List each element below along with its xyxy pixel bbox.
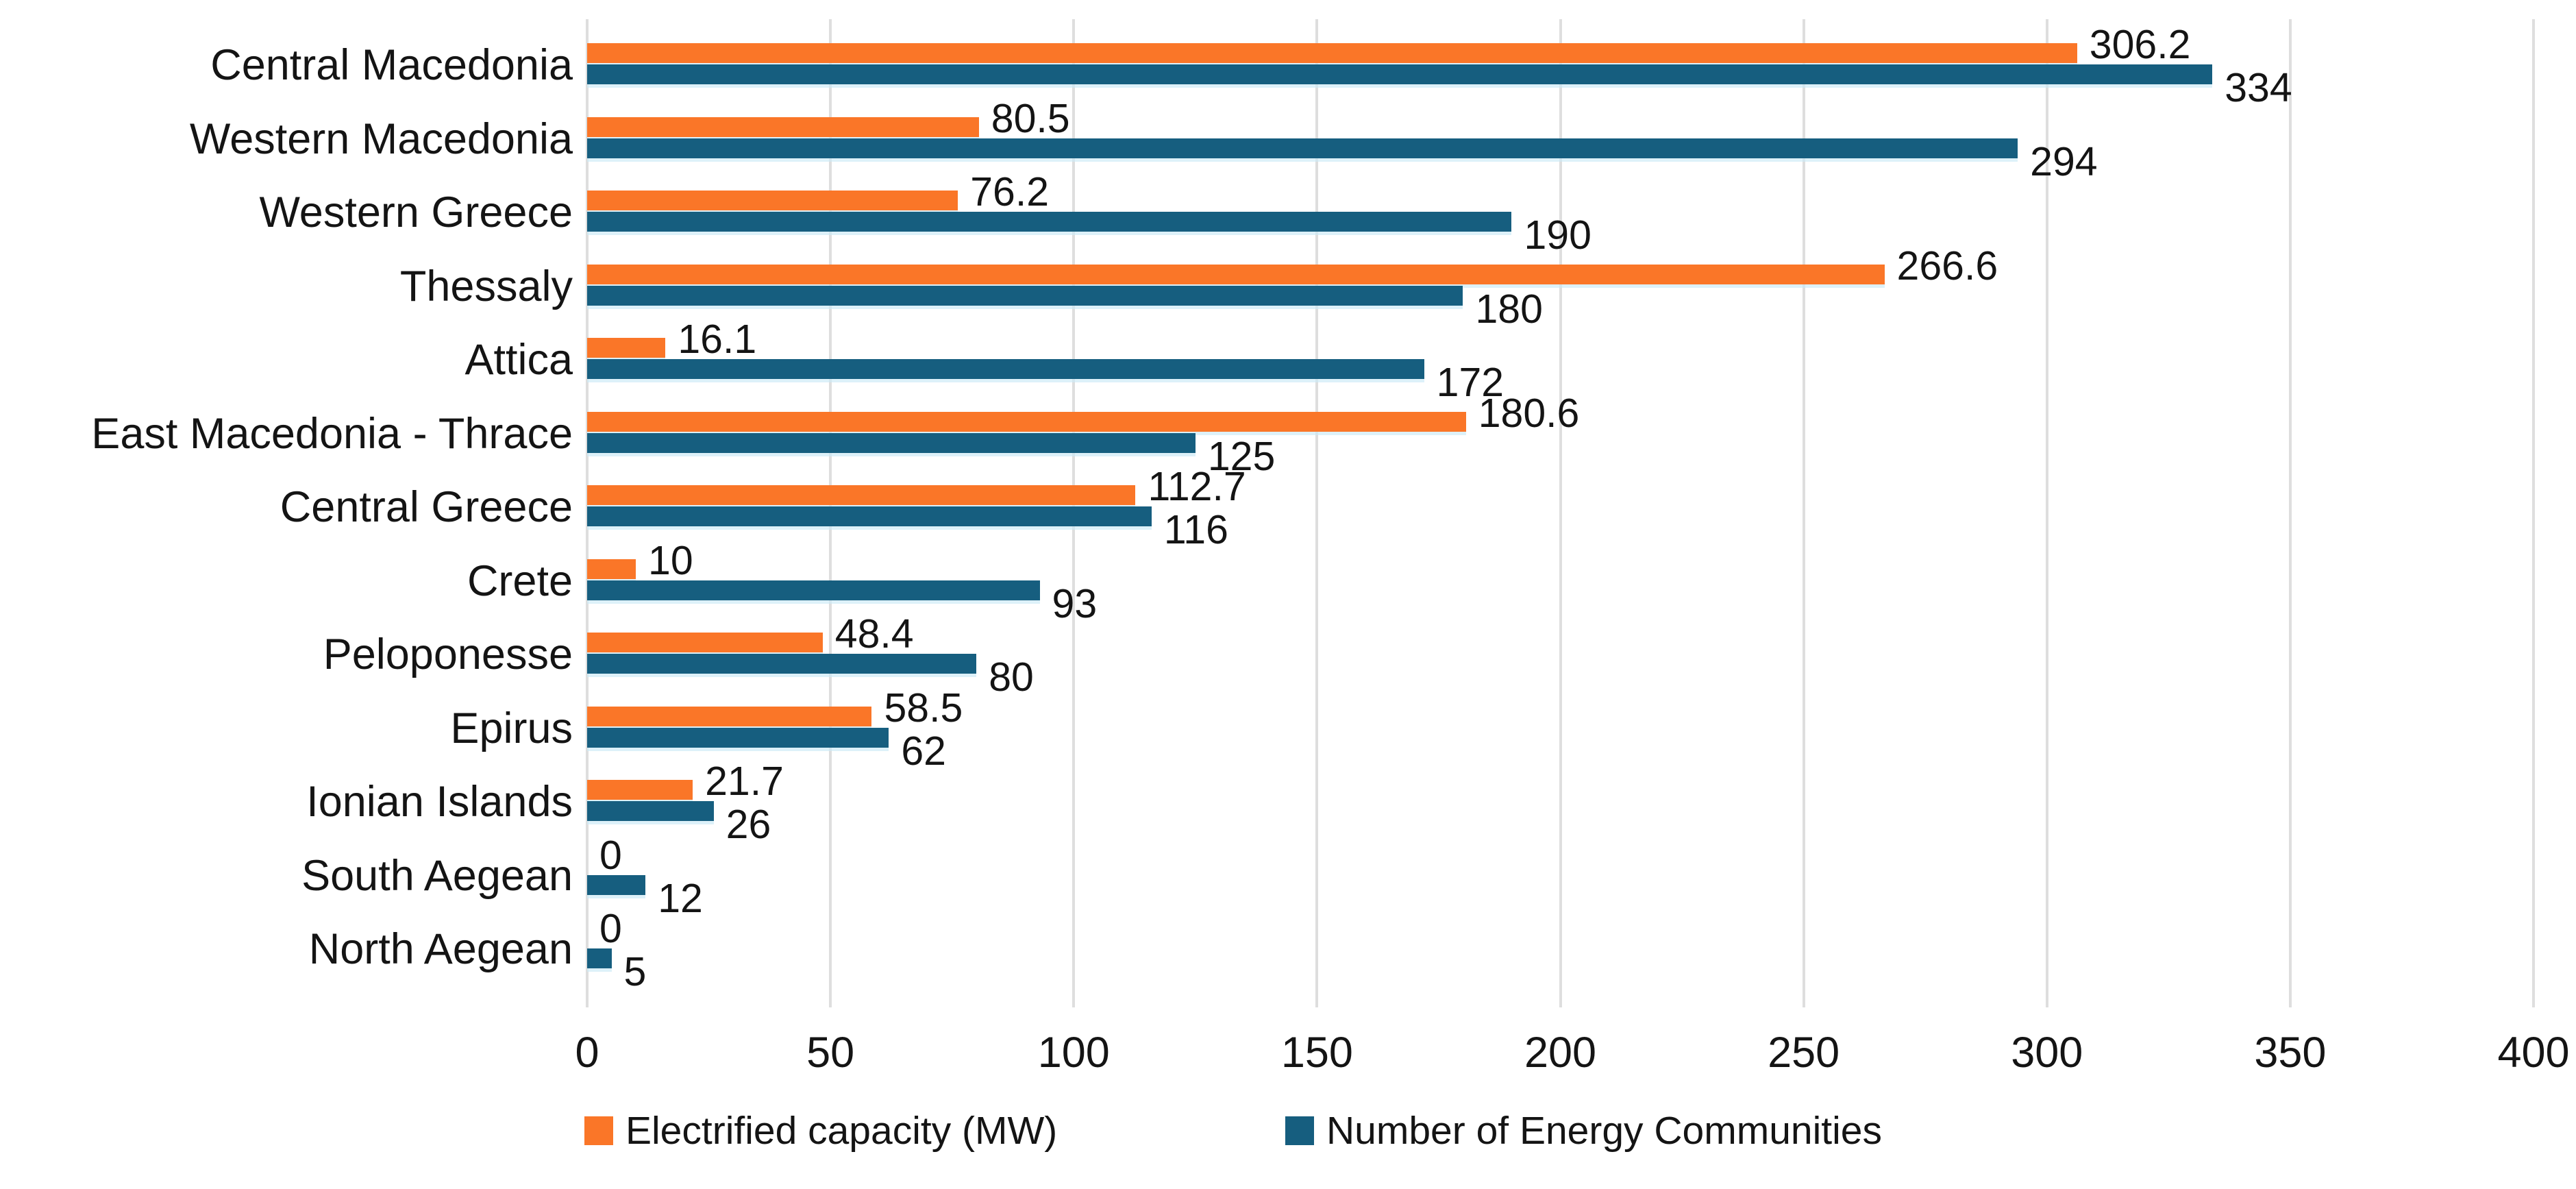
- bar-electrified-capacity: [587, 485, 1136, 505]
- gridline: [2045, 19, 2048, 1007]
- gridline: [2532, 19, 2535, 1007]
- bar-electrified-capacity: [587, 559, 636, 579]
- bar-energy-communities: [587, 874, 646, 895]
- value-label-electrified-capacity: 80.5: [991, 95, 1070, 141]
- bar-electrified-capacity: [587, 117, 979, 137]
- bar-electrified-capacity: [587, 264, 1885, 284]
- legend-swatch-energy-communities: [1285, 1116, 1314, 1145]
- legend-label-energy-communities: Number of Energy Communities: [1326, 1109, 1882, 1153]
- gridline: [2288, 19, 2292, 1007]
- x-axis-tick-label: 100: [1037, 1029, 1110, 1077]
- value-label-electrified-capacity: 266.6: [1896, 243, 1998, 289]
- value-label-energy-communities: 180: [1475, 286, 1543, 332]
- value-label-energy-communities: 12: [658, 875, 703, 921]
- value-label-electrified-capacity: 58.5: [884, 685, 963, 731]
- legend-item-energy-communities: Number of Energy Communities: [1285, 1098, 1882, 1164]
- category-label: Peloponesse: [323, 630, 573, 678]
- bar-electrified-capacity: [587, 780, 693, 800]
- bar-energy-communities: [587, 138, 2018, 158]
- bar-energy-communities: [587, 432, 1196, 453]
- legend: Electrified capacity (MW) Number of Ener…: [0, 1098, 2576, 1164]
- category-label: East Macedonia - Thrace: [91, 409, 573, 458]
- value-label-electrified-capacity: 180.6: [1478, 390, 1580, 436]
- category-label: Attica: [465, 336, 573, 384]
- bar-energy-communities: [587, 801, 714, 821]
- category-label: Ionian Islands: [306, 778, 573, 826]
- value-label-electrified-capacity: 306.2: [2089, 22, 2191, 67]
- bar-electrified-capacity: [587, 706, 872, 726]
- value-label-energy-communities: 116: [1163, 507, 1228, 552]
- gridline: [1802, 19, 1805, 1007]
- value-label-energy-communities: 172: [1436, 360, 1504, 405]
- bar-energy-communities: [587, 580, 1040, 600]
- bar-electrified-capacity: [587, 411, 1466, 432]
- x-axis-tick-label: 400: [2497, 1029, 2570, 1077]
- value-label-energy-communities: 190: [1524, 212, 1592, 258]
- x-axis-tick-label: 200: [1524, 1029, 1597, 1077]
- category-label: South Aegean: [301, 851, 573, 900]
- category-label: Thessaly: [399, 262, 573, 310]
- value-label-electrified-capacity: 112.7: [1148, 464, 1246, 509]
- bar-electrified-capacity: [587, 43, 2077, 63]
- bar-electrified-capacity: [587, 191, 958, 210]
- value-label-electrified-capacity: 76.2: [970, 169, 1050, 214]
- x-axis-tick-label: 350: [2254, 1029, 2327, 1077]
- value-label-electrified-capacity: 10: [648, 537, 693, 583]
- bar-electrified-capacity: [587, 338, 666, 358]
- value-label-energy-communities: 294: [2030, 138, 2098, 184]
- bar-energy-communities: [587, 285, 1463, 306]
- value-label-electrified-capacity: 0: [599, 832, 622, 878]
- bar-energy-communities: [587, 506, 1152, 526]
- bar-energy-communities: [587, 727, 889, 748]
- value-label-electrified-capacity: 0: [599, 906, 622, 951]
- gridline: [1559, 19, 1562, 1007]
- value-label-electrified-capacity: 48.4: [834, 611, 914, 657]
- x-axis-tick-label: 0: [575, 1029, 599, 1077]
- value-label-energy-communities: 26: [726, 802, 771, 847]
- bar-energy-communities: [587, 212, 1512, 232]
- value-label-energy-communities: 80: [989, 654, 1034, 700]
- bar-electrified-capacity: [587, 633, 823, 652]
- bar-energy-communities: [587, 359, 1424, 379]
- category-label: North Aegean: [308, 925, 573, 973]
- value-label-energy-communities: 93: [1052, 580, 1098, 626]
- bar-energy-communities: [587, 654, 977, 674]
- value-label-energy-communities: 334: [2225, 65, 2292, 110]
- value-label-electrified-capacity: 21.7: [705, 759, 784, 804]
- value-label-energy-communities: 125: [1207, 433, 1276, 479]
- legend-item-electrified-capacity: Electrified capacity (MW): [584, 1098, 1057, 1164]
- bar-energy-communities: [587, 948, 612, 968]
- category-label: Epirus: [450, 704, 573, 752]
- category-label: Central Macedonia: [210, 41, 573, 89]
- legend-label-electrified-capacity: Electrified capacity (MW): [626, 1109, 1058, 1153]
- x-axis-tick-label: 150: [1280, 1029, 1353, 1077]
- x-axis-tick-label: 250: [1768, 1029, 1840, 1077]
- bar-energy-communities: [587, 64, 2213, 84]
- category-label: Western Macedonia: [189, 114, 573, 163]
- value-label-energy-communities: 62: [901, 728, 946, 774]
- value-label-energy-communities: 5: [623, 949, 647, 994]
- x-axis-tick-label: 50: [806, 1029, 855, 1077]
- gridline: [1315, 19, 1319, 1007]
- x-axis-tick-label: 300: [2011, 1029, 2083, 1077]
- category-label: Western Greece: [259, 188, 573, 236]
- value-label-electrified-capacity: 16.1: [678, 317, 757, 362]
- category-label: Crete: [467, 556, 573, 605]
- legend-swatch-electrified-capacity: [584, 1116, 613, 1145]
- category-label: Central Greece: [280, 483, 573, 531]
